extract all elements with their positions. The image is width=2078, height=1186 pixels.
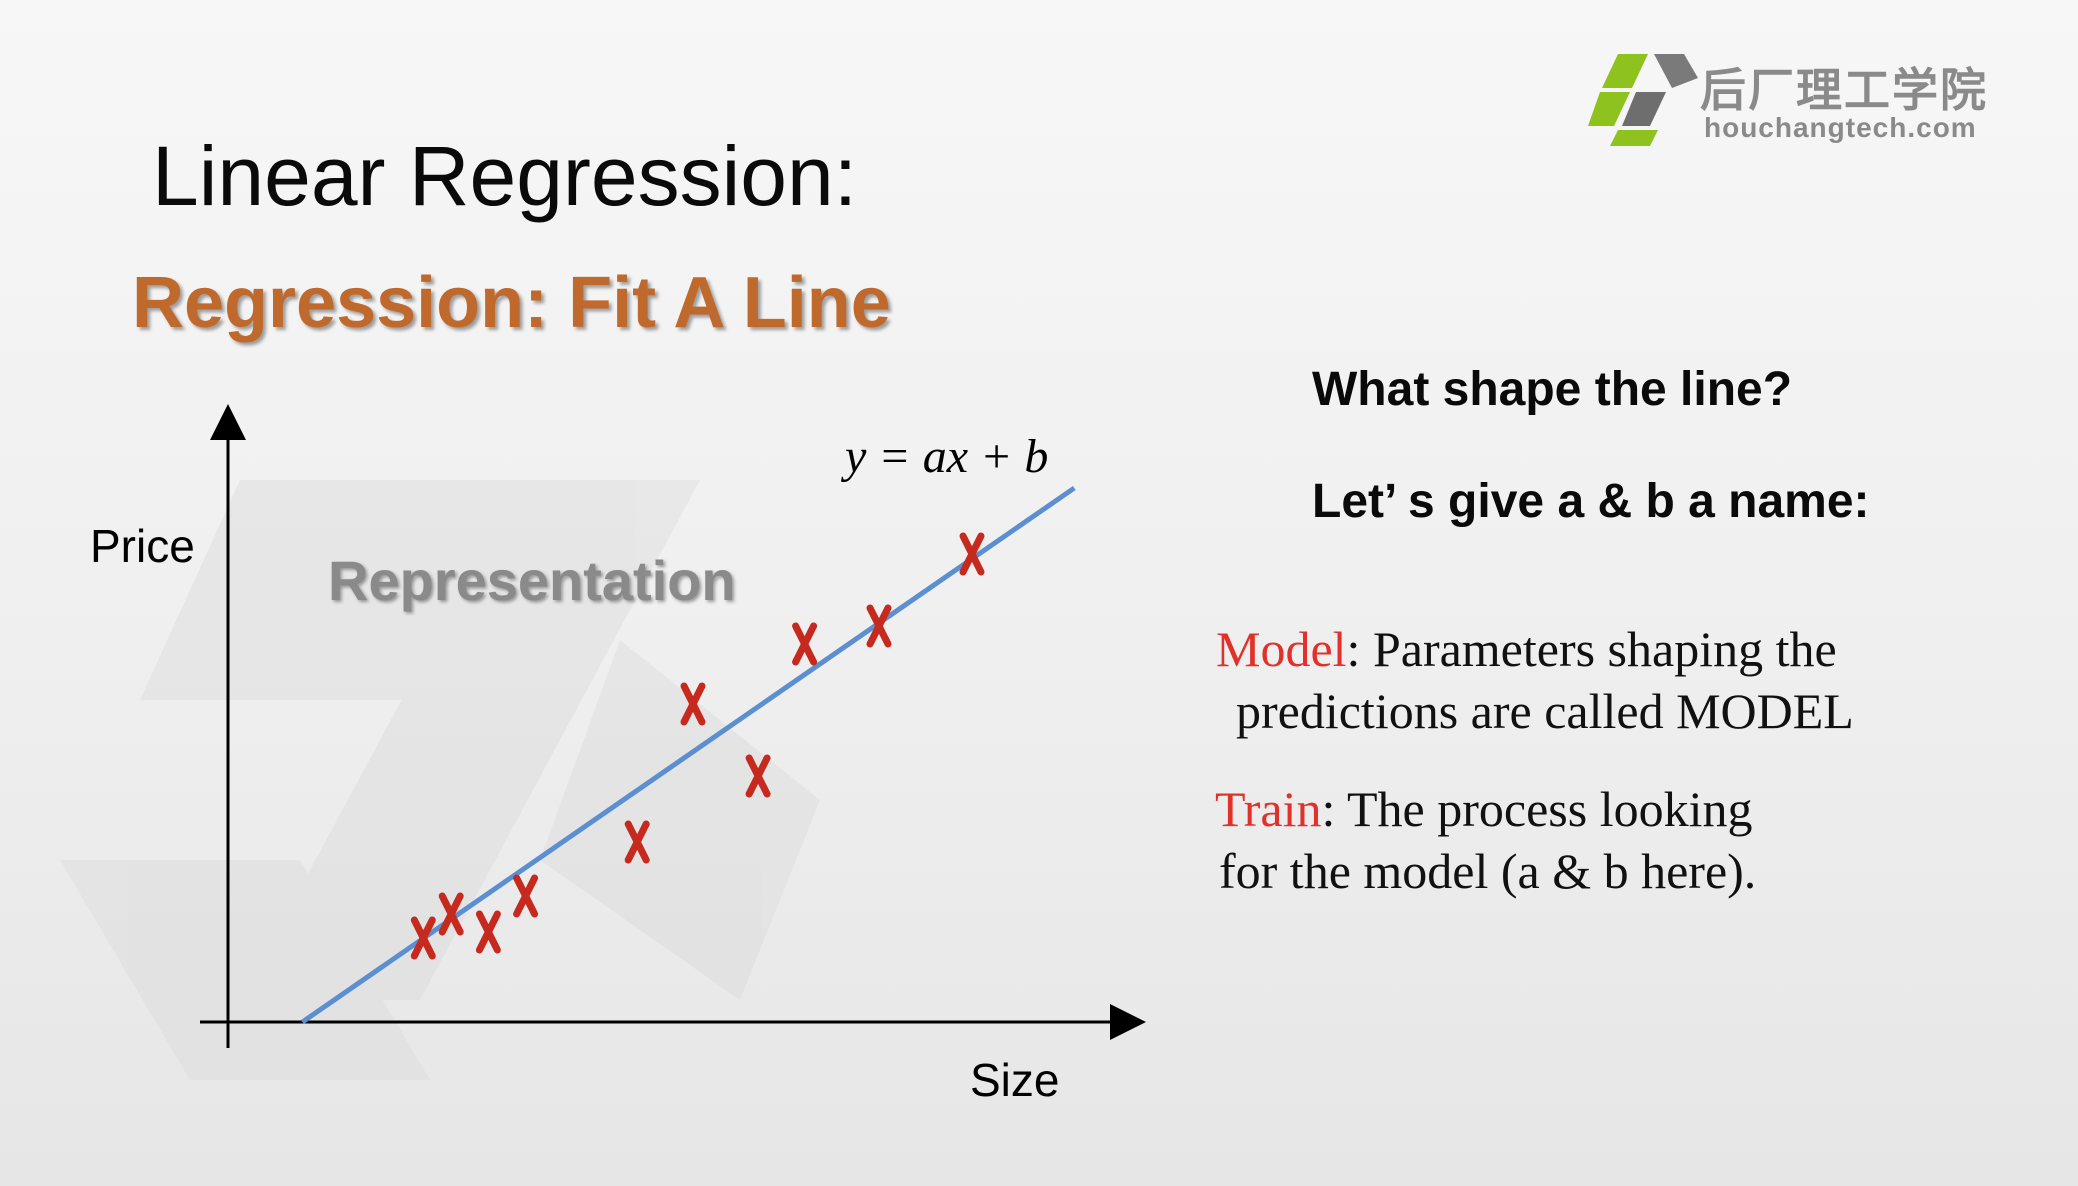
train-definition-line2: for the model (a & b here). bbox=[1219, 843, 1757, 899]
slide-title: Linear Regression: bbox=[152, 129, 858, 223]
data-point-3 bbox=[475, 910, 501, 954]
train-term: Train bbox=[1215, 781, 1322, 837]
train-definition-line1: Train: The process looking bbox=[1215, 778, 1753, 840]
fit-line bbox=[300, 485, 1076, 1025]
x-axis-label: Size bbox=[970, 1054, 1059, 1106]
data-point-2 bbox=[438, 892, 464, 936]
model-definition-line2: predictions are called MODEL bbox=[1236, 683, 1854, 739]
slide-subtitle: Regression: Fit A Line bbox=[132, 263, 891, 343]
brand-logo: 后厂理工学院 houchangtech.com bbox=[1588, 48, 2008, 158]
representation-annotation: Representation bbox=[328, 549, 736, 612]
prompt-text: Let’ s give a & b a name: bbox=[1312, 475, 1870, 528]
data-point-5 bbox=[624, 820, 650, 864]
data-points bbox=[410, 532, 985, 960]
logo-chinese-text: 后厂理工学院 bbox=[1700, 63, 1988, 117]
data-point-10 bbox=[959, 532, 985, 576]
data-point-8 bbox=[792, 622, 818, 666]
model-definition-line1: Model: Parameters shaping the bbox=[1216, 618, 1837, 680]
logo-website-text: houchangtech.com bbox=[1704, 112, 1977, 143]
data-point-1 bbox=[410, 916, 436, 960]
hc-cube-logo-icon bbox=[1588, 54, 1698, 146]
data-point-6 bbox=[680, 682, 706, 726]
y-axis-label: Price bbox=[90, 520, 195, 572]
regression-chart: Price Size Representation y = ax + b bbox=[90, 404, 1146, 1106]
model-definition-text: : Parameters shaping the bbox=[1346, 621, 1837, 677]
equation-label: y = ax + b bbox=[840, 430, 1048, 483]
data-point-7 bbox=[745, 754, 771, 798]
data-point-4 bbox=[513, 874, 539, 918]
data-point-9 bbox=[866, 604, 892, 648]
train-definition-text: : The process looking bbox=[1321, 781, 1753, 837]
model-term: Model bbox=[1216, 621, 1347, 677]
question-text: What shape the line? bbox=[1312, 363, 1793, 416]
